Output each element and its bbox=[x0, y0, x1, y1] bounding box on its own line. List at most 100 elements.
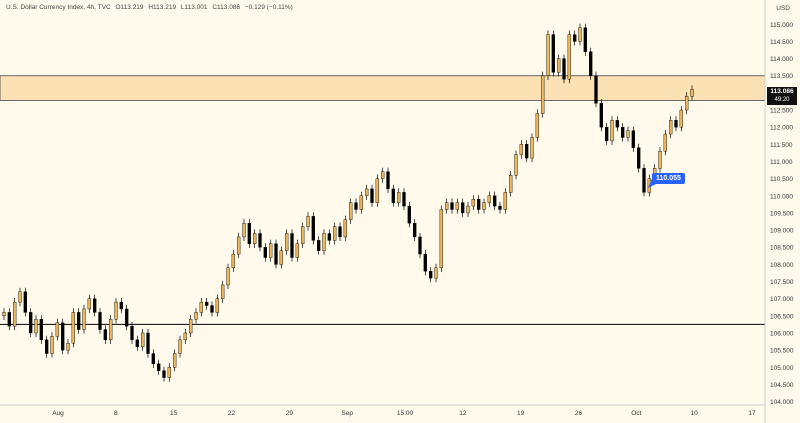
candle-body bbox=[55, 322, 59, 337]
candle-body bbox=[658, 150, 662, 169]
candle-body bbox=[12, 301, 17, 327]
candle-body bbox=[381, 171, 385, 179]
candle-body bbox=[477, 199, 481, 210]
candle bbox=[434, 263, 438, 283]
candle-body bbox=[567, 34, 571, 80]
candle bbox=[204, 297, 209, 310]
candle-body bbox=[578, 27, 582, 42]
candle-body bbox=[370, 188, 374, 203]
resistance-zone bbox=[0, 75, 766, 101]
candle bbox=[252, 229, 257, 248]
candle bbox=[381, 167, 385, 183]
x-tick-label: 29 bbox=[286, 410, 294, 417]
candle bbox=[498, 201, 502, 214]
x-tick-label: 15:00 bbox=[397, 410, 414, 417]
y-tick-label: 108.000 bbox=[770, 262, 794, 269]
candle-body bbox=[76, 312, 81, 330]
candle bbox=[301, 222, 305, 248]
candle bbox=[626, 126, 630, 142]
candle-body bbox=[23, 291, 28, 313]
candle bbox=[631, 126, 635, 152]
y-tick-label: 111.000 bbox=[770, 159, 793, 166]
candle bbox=[194, 308, 198, 324]
candle bbox=[146, 328, 150, 358]
y-tick-label: 111.500 bbox=[770, 142, 793, 149]
candle-body bbox=[626, 130, 630, 138]
candle bbox=[103, 325, 108, 344]
candle-body bbox=[551, 34, 555, 73]
candle-body bbox=[45, 339, 49, 354]
candle bbox=[242, 219, 246, 242]
candle-body bbox=[685, 96, 689, 111]
candle-body bbox=[471, 199, 476, 207]
candle-body bbox=[397, 192, 401, 203]
candle-body bbox=[295, 243, 300, 258]
candle-body bbox=[178, 339, 182, 354]
candle bbox=[87, 294, 92, 314]
candle-body bbox=[247, 223, 252, 244]
candle bbox=[685, 92, 689, 115]
x-tick-label: 8 bbox=[114, 410, 118, 417]
candle bbox=[210, 301, 214, 317]
candle-body bbox=[637, 147, 641, 169]
candle bbox=[29, 308, 33, 338]
candle-body bbox=[562, 58, 566, 80]
candle bbox=[199, 297, 204, 317]
y-tick-label: 112.000 bbox=[770, 125, 793, 132]
candle bbox=[551, 30, 555, 77]
x-tick-label: Oct bbox=[631, 410, 641, 417]
candle-body bbox=[450, 202, 454, 210]
candle bbox=[92, 294, 97, 317]
candle bbox=[226, 263, 230, 290]
candle bbox=[365, 184, 369, 200]
candle-body bbox=[503, 192, 508, 210]
candle bbox=[71, 308, 76, 348]
candle-body bbox=[285, 233, 289, 251]
candle bbox=[2, 308, 6, 320]
candle-body bbox=[146, 332, 150, 354]
candle bbox=[55, 318, 59, 341]
candle bbox=[156, 359, 161, 375]
candle bbox=[557, 54, 561, 77]
candle bbox=[61, 318, 65, 355]
candle bbox=[439, 205, 444, 272]
candle-body bbox=[327, 233, 332, 241]
candle bbox=[679, 105, 683, 132]
candle bbox=[274, 239, 278, 269]
candle bbox=[215, 294, 220, 317]
candle bbox=[370, 184, 374, 207]
candle-body bbox=[183, 332, 188, 341]
candle bbox=[76, 308, 81, 334]
y-tick-label: 104.000 bbox=[770, 399, 794, 406]
candle bbox=[50, 332, 54, 358]
candle bbox=[658, 147, 662, 173]
candle-body bbox=[365, 188, 369, 196]
candle-body bbox=[34, 319, 38, 334]
candle bbox=[397, 188, 401, 207]
candle-body bbox=[445, 202, 449, 210]
candle bbox=[135, 335, 140, 351]
candle-body bbox=[301, 226, 305, 244]
candle bbox=[514, 150, 518, 180]
candle bbox=[231, 249, 236, 272]
y-tick-label: 105.000 bbox=[770, 365, 794, 372]
low-price-callout: 110.055 bbox=[652, 173, 685, 184]
candle bbox=[295, 239, 300, 262]
x-tick-label: 26 bbox=[575, 410, 583, 417]
candle bbox=[167, 363, 172, 382]
candle bbox=[188, 315, 193, 338]
candle-body bbox=[541, 75, 545, 114]
x-tick-label: 10 bbox=[691, 410, 699, 417]
candle bbox=[322, 229, 326, 255]
candle-body bbox=[546, 34, 550, 76]
candle bbox=[349, 198, 353, 224]
candle-body bbox=[589, 51, 593, 76]
candle bbox=[466, 201, 470, 218]
candle-body bbox=[124, 308, 129, 327]
candle-body bbox=[66, 343, 70, 351]
y-tick-label: 110.000 bbox=[770, 193, 793, 200]
candle-body bbox=[269, 243, 273, 258]
candle bbox=[333, 222, 337, 245]
ohlc-close: C113.086 bbox=[212, 4, 241, 11]
